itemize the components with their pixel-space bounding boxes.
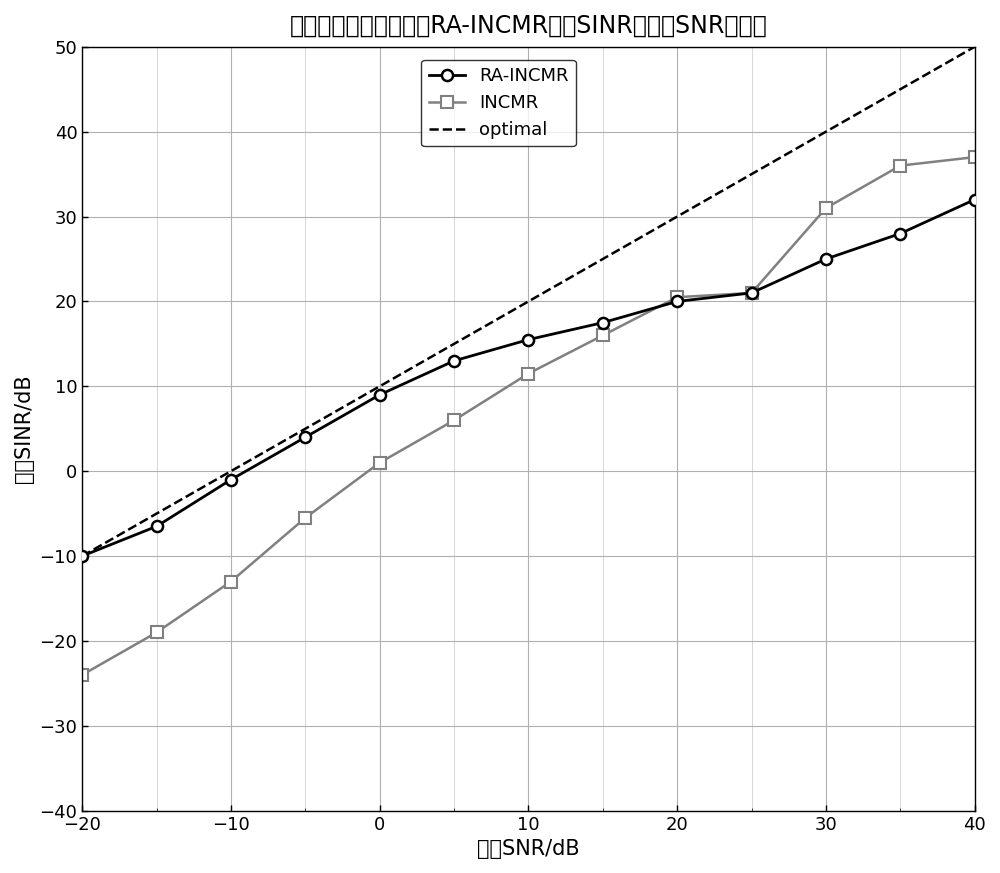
- RA-INCMR: [969, 195, 981, 205]
- INCMR: [448, 415, 460, 425]
- RA-INCMR: [597, 318, 609, 328]
- RA-INCMR: [151, 521, 163, 532]
- RA-INCMR: [374, 389, 386, 400]
- INCMR: [374, 457, 386, 468]
- RA-INCMR: [299, 432, 311, 443]
- INCMR: [522, 368, 534, 379]
- RA-INCMR: [671, 296, 683, 306]
- RA-INCMR: [448, 355, 460, 366]
- INCMR: [969, 152, 981, 162]
- INCMR: [76, 670, 88, 680]
- INCMR: [894, 161, 906, 171]
- Y-axis label: 输出SINR/dB: 输出SINR/dB: [14, 375, 34, 483]
- INCMR: [820, 203, 832, 213]
- RA-INCMR: [894, 228, 906, 238]
- Line: INCMR: INCMR: [77, 152, 980, 680]
- INCMR: [299, 512, 311, 523]
- RA-INCMR: [76, 551, 88, 561]
- INCMR: [225, 576, 237, 587]
- INCMR: [151, 627, 163, 637]
- INCMR: [746, 288, 758, 299]
- INCMR: [671, 292, 683, 302]
- RA-INCMR: [225, 474, 237, 485]
- RA-INCMR: [522, 334, 534, 345]
- INCMR: [597, 330, 609, 340]
- Title: 存在导向矢量误差时，RA-INCMR输出SINR随输入SNR的变化: 存在导向矢量误差时，RA-INCMR输出SINR随输入SNR的变化: [290, 14, 767, 38]
- RA-INCMR: [820, 254, 832, 265]
- Legend: RA-INCMR, INCMR, optimal: RA-INCMR, INCMR, optimal: [421, 59, 576, 146]
- RA-INCMR: [746, 288, 758, 299]
- Line: RA-INCMR: RA-INCMR: [77, 194, 980, 561]
- X-axis label: 输入SNR/dB: 输入SNR/dB: [477, 839, 580, 859]
